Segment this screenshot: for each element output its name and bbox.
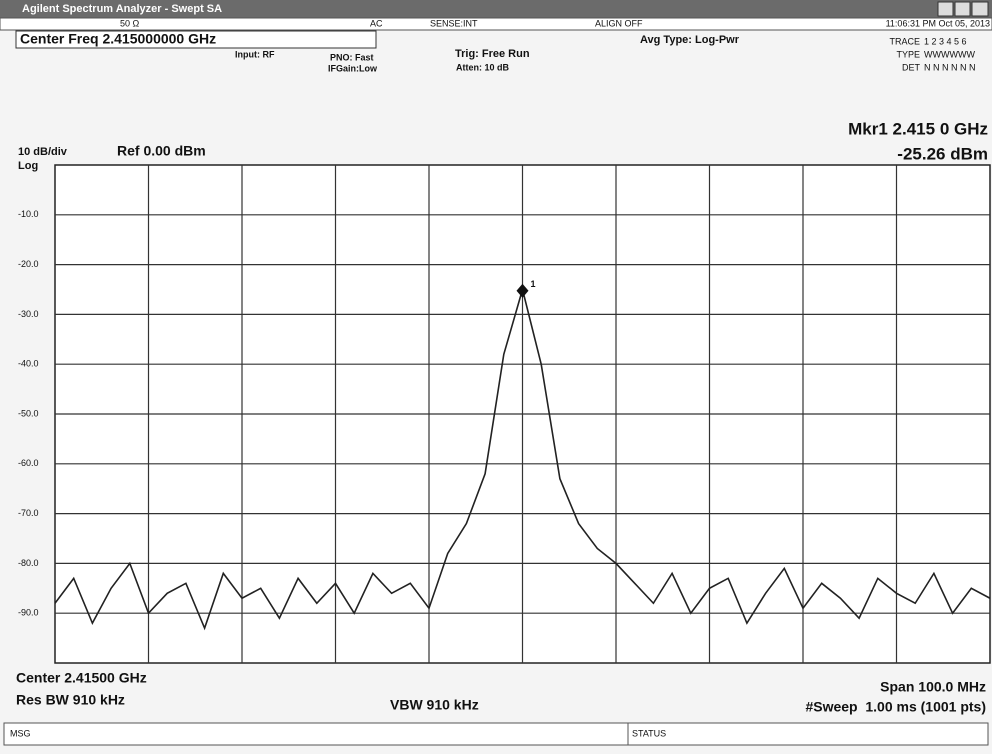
maximize-button[interactable] — [954, 1, 971, 17]
avg-type: Avg Type: Log-Pwr — [640, 34, 740, 46]
y-tick-label: -60.0 — [18, 458, 39, 468]
msg: MSG — [10, 728, 31, 738]
marker-value: -25.26 dBm — [897, 144, 988, 163]
footer-vbw: VBW 910 kHz — [390, 697, 479, 713]
title-bar — [0, 0, 992, 18]
scale-type: Log — [18, 160, 38, 172]
atten: Atten: 10 dB — [456, 62, 510, 72]
input: Input: RF — [235, 49, 275, 59]
status-bar — [0, 17, 992, 31]
y-tick-label: -80.0 — [18, 558, 39, 568]
trace-label: TRACE — [889, 36, 920, 46]
y-tick-label: -40.0 — [18, 359, 39, 369]
scale: 10 dB/div — [18, 146, 68, 158]
close-button[interactable] — [971, 1, 989, 17]
y-tick-label: -50.0 — [18, 408, 39, 418]
marker-number: 1 — [531, 279, 536, 289]
sense: SENSE:INT — [430, 18, 478, 28]
trig: Trig: Free Run — [455, 48, 530, 60]
center-freq-box[interactable] — [15, 30, 377, 49]
type-value: WWWWWW — [924, 49, 975, 59]
impedance: 50 Ω — [120, 18, 140, 28]
plot-area: -10.0 -20.0 -30.0 -40.0 -50.0 -60.0 -70.0 -80.0… — [18, 164, 991, 664]
det-label: DET — [902, 62, 921, 72]
y-tick-label: -20.0 — [18, 259, 39, 269]
coupling: AC — [370, 18, 383, 28]
footer-span: Span 100.0 MHz — [880, 679, 986, 695]
pno: PNO: Fast — [330, 52, 374, 62]
det-value: N N N N N N — [924, 62, 976, 72]
footer-center: Center 2.41500 GHz — [16, 670, 147, 686]
marker-label: Mkr1 2.415 0 GHz — [848, 119, 988, 138]
y-tick-label: -10.0 — [18, 209, 39, 219]
marker — [516, 283, 529, 298]
center-freq: Center Freq 2.415000000 GHz — [20, 31, 216, 47]
ref-level: Ref 0.00 dBm — [117, 143, 206, 159]
trace-numbers: 1 2 3 4 5 6 — [924, 36, 967, 46]
minimize-button[interactable] — [937, 1, 954, 17]
window-title: Agilent Spectrum Analyzer - Swept SA — [22, 3, 222, 15]
align: ALIGN OFF — [595, 18, 643, 28]
y-tick-label: -30.0 — [18, 309, 39, 319]
footer-sweep: #Sweep 1.00 ms (1001 pts) — [805, 699, 986, 715]
ifgain: IFGain:Low — [328, 63, 378, 73]
y-tick-label: -90.0 — [18, 608, 39, 618]
status: STATUS — [632, 728, 666, 738]
datetime: 11:06:31 PM Oct 05, 2013 — [886, 18, 990, 28]
y-tick-label: -70.0 — [18, 508, 39, 518]
type-label: TYPE — [896, 49, 920, 59]
bottom-bar — [3, 722, 989, 746]
footer-res-bw: Res BW 910 kHz — [16, 692, 125, 708]
